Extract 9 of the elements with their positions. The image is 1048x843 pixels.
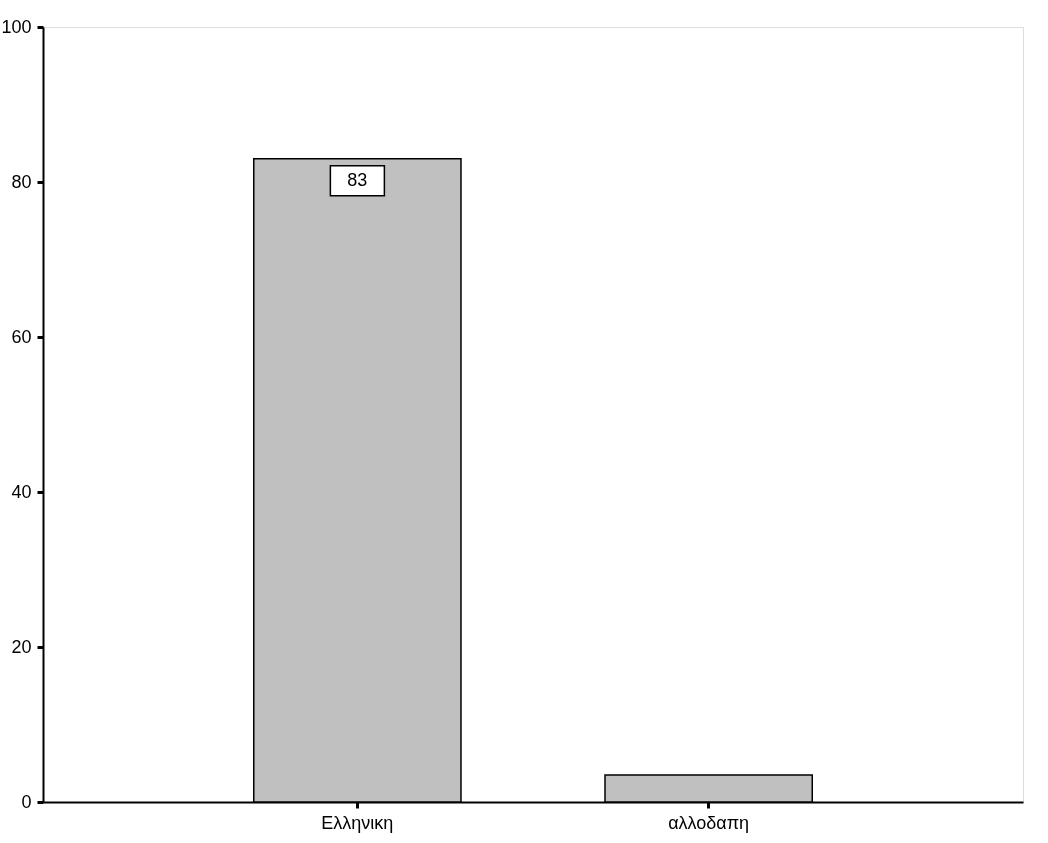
y-tick-label: 20 <box>11 636 32 657</box>
y-tick-label: 80 <box>11 171 32 192</box>
y-tick-label: 100 <box>1 16 32 37</box>
data-label: 83 <box>347 169 368 190</box>
y-tick-label: 60 <box>11 326 32 347</box>
y-tick-label: 0 <box>21 791 32 812</box>
x-tick-label: αλλοδαπη <box>668 812 750 833</box>
x-tick-label: Ελληνικη <box>321 812 394 833</box>
y-tick-label: 40 <box>11 481 32 502</box>
